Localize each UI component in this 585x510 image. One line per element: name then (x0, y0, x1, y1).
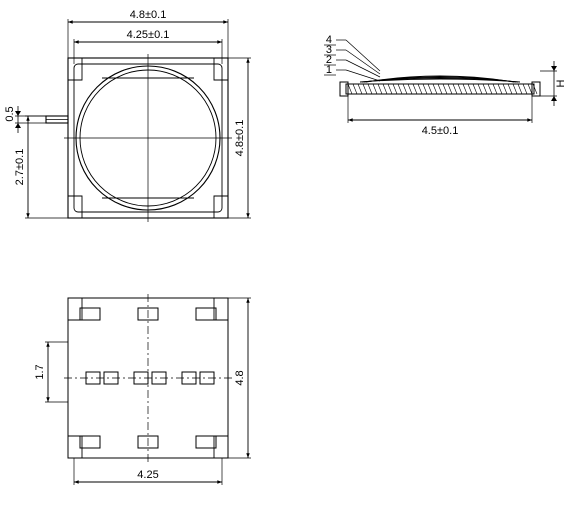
layer-label: 1 (326, 64, 332, 76)
dim-side-width: 4.5±0.1 (422, 125, 459, 137)
top-view: 4.8±0.1 4.25±0.1 4.8±0.1 2.7±0.1 0.5 (4, 9, 251, 222)
engineering-drawing: 4.8±0.14.25±0.14.8±0.12.7±0.10.543214.5±… (0, 0, 585, 510)
bottom-view: 4.25 4.8 1.7 (34, 294, 251, 485)
dim-left-height: 2.7±0.1 (14, 149, 26, 186)
dim-side-height: H (555, 79, 567, 87)
side-view: 43214.5±0.1H (324, 34, 567, 137)
dim-tab: 0.5 (4, 106, 16, 121)
dim-bottom-height: 4.8 (234, 370, 246, 385)
dim-bottom-left: 1.7 (34, 364, 46, 379)
dim-outer-width: 4.8±0.1 (130, 9, 167, 21)
dim-outer-height: 4.8±0.1 (234, 120, 246, 157)
dim-inner-width: 4.25±0.1 (127, 29, 170, 41)
dim-bottom-width: 4.25 (137, 469, 158, 481)
